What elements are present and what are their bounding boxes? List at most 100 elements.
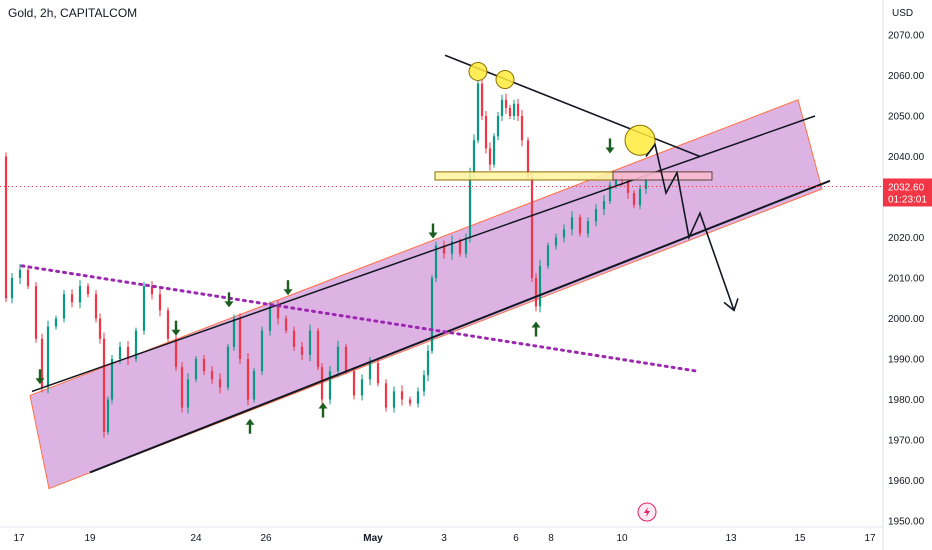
highlight-circle (624, 124, 656, 156)
candle-body (166, 310, 170, 339)
down-arrow-icon (224, 292, 234, 308)
candle-body (430, 278, 434, 351)
candle-body (284, 318, 288, 331)
candle-body (508, 107, 512, 116)
channel-upper-line (31, 115, 816, 393)
drawing-tools (0, 54, 883, 474)
x-tick-label: 19 (84, 533, 96, 544)
arrow-head (245, 418, 255, 425)
arrow-head (605, 147, 615, 154)
candle-body (416, 391, 420, 404)
x-tick-label: 15 (794, 533, 806, 544)
candle-body (384, 383, 388, 408)
candle-body (434, 245, 438, 278)
arrow-shaft (227, 292, 231, 303)
projection-path (645, 142, 735, 311)
y-tick-label: 2020.00 (888, 233, 925, 244)
candle-body (142, 286, 146, 331)
x-tick-label: 6 (513, 533, 519, 544)
candle-body (194, 359, 198, 380)
candle-body (320, 367, 324, 400)
candle-body (10, 278, 14, 299)
time-axis[interactable]: 17 19 24 26 May 3 6 8 10 13 15 17 (0, 526, 883, 544)
symbol-title: Gold, 2h, CAPITALCOM (8, 6, 138, 20)
projection-arrowhead (723, 298, 739, 312)
arrow-shaft (608, 138, 612, 149)
y-tick-label: 1990.00 (888, 355, 925, 366)
candle-body (292, 330, 296, 347)
candle-body (276, 306, 280, 319)
arrow-head (35, 378, 45, 385)
arrow-shaft (248, 423, 252, 434)
candle-body (562, 229, 566, 238)
candle-body (186, 379, 190, 408)
candle-body (150, 286, 154, 295)
y-tick-label: 1980.00 (888, 395, 925, 406)
candle-body (18, 269, 22, 278)
y-tick-label: 1970.00 (888, 436, 925, 447)
arrow-head (224, 301, 234, 308)
x-tick-label: 26 (260, 533, 272, 544)
candle-body (34, 286, 38, 339)
candle-body (488, 148, 492, 165)
candle-body (352, 371, 356, 396)
candle-body (70, 294, 74, 303)
channel-shape (29, 99, 823, 490)
candle-body (218, 379, 222, 388)
candle-body (480, 83, 484, 116)
candle-body (638, 188, 642, 206)
candle-body (570, 217, 574, 230)
candle-body (554, 237, 558, 246)
candle-body (360, 379, 364, 396)
candle-body (316, 330, 320, 368)
candle-body (538, 265, 542, 307)
candle-body (608, 184, 612, 202)
candle-body (400, 391, 404, 400)
candle-body (500, 99, 504, 116)
candle-body (336, 346, 340, 372)
price-tag-countdown: 01:23:01 (888, 194, 927, 205)
candle-body (98, 318, 102, 339)
candle-body (86, 286, 90, 295)
dotted-trendline (20, 264, 699, 373)
highlight-circle (495, 70, 515, 90)
candle-body (594, 209, 598, 222)
x-tick-label: 17 (864, 533, 876, 544)
candle-body (408, 399, 412, 404)
arrow-head (318, 402, 328, 409)
candle-body (308, 330, 312, 355)
candle-body (40, 338, 44, 388)
y-tick-label: 2000.00 (888, 314, 925, 325)
candle-body (512, 103, 516, 116)
candle-body (252, 371, 256, 400)
candle-body (422, 375, 426, 392)
x-tick-label: 3 (441, 533, 447, 544)
candle-body (546, 245, 550, 266)
candle-body (644, 176, 648, 189)
candle-body (458, 241, 462, 254)
candle-body (46, 326, 50, 388)
arrow-shaft (534, 326, 538, 337)
arrow-head (428, 232, 438, 239)
price-axis[interactable]: 2070.002060.002050.002040.002030.002020.… (882, 0, 932, 550)
candle-body (268, 306, 272, 331)
candle-body (578, 217, 582, 234)
candle-body (450, 241, 454, 254)
candle-body (232, 318, 236, 347)
x-tick-label: 17 (13, 533, 25, 544)
candle-body (94, 294, 98, 319)
arrow-shaft (431, 223, 435, 234)
candle-body (110, 359, 114, 400)
arrow-shaft (286, 280, 290, 291)
price-series (4, 79, 648, 438)
up-arrow-icon (531, 321, 541, 337)
support-zone (434, 171, 614, 181)
price-tag (883, 178, 932, 207)
candle-body (246, 359, 250, 400)
lightning-icon[interactable] (637, 502, 657, 522)
y-tick-label: 2010.00 (888, 274, 925, 285)
candle-body (106, 399, 110, 432)
candle-body (238, 318, 242, 359)
candle-body (484, 116, 488, 149)
